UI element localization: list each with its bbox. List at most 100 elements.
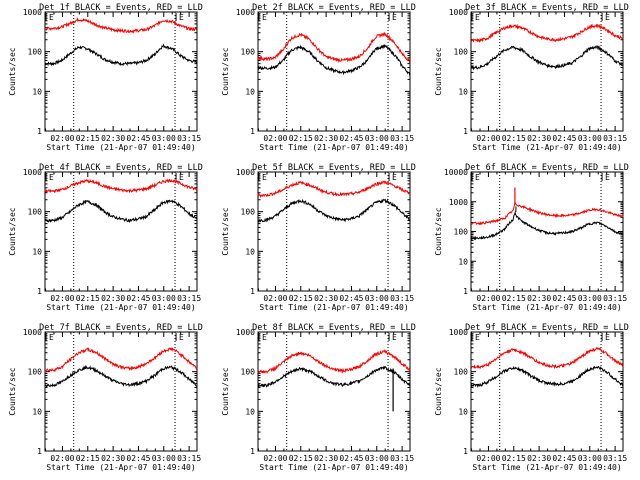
series-line-events [257, 198, 411, 224]
chart-panel-4: Det 4f BLACK = Events, RED = LLD 1 10 100 10… [8, 163, 203, 312]
xtick-label: 03:00 [152, 294, 176, 303]
E-marker-label: E [392, 13, 397, 22]
xtick-label: 03:15 [390, 294, 414, 303]
xtick-label: 02:45 [126, 134, 150, 143]
xtick-label: 02:15 [502, 454, 526, 463]
series-line-events [44, 364, 198, 388]
ytick-label: 10 [245, 247, 255, 256]
ytick-label: 1 [37, 447, 42, 456]
xtick-label: 02:00 [50, 294, 74, 303]
plot-frame [44, 331, 198, 452]
ytick-label: 1 [463, 447, 468, 456]
xtick-label: 02:15 [289, 134, 313, 143]
chart-title: Det 3f BLACK = Events, RED = LLD [465, 3, 629, 13]
xtick-label: 02:15 [502, 134, 526, 143]
plot-frame [470, 11, 624, 132]
chart-panel-2: Det 2f BLACK = Events, RED = LLD 1 10 100 10… [221, 3, 416, 152]
ytick-label: 10 [32, 87, 42, 96]
E-marker-label: E [262, 333, 267, 342]
xtick-label: 03:15 [177, 134, 201, 143]
chart-panel-7: Det 7f BLACK = Events, RED = LLD 1 10 100 10… [8, 323, 203, 472]
xtick-label: 03:00 [152, 454, 176, 463]
ytick-label: 100 [454, 48, 469, 57]
E-marker-label: E [475, 173, 480, 182]
chart-title: Det 9f BLACK = Events, RED = LLD [465, 323, 629, 333]
series-line-events [44, 199, 198, 224]
y-axis-label: Counts/sec [8, 207, 17, 255]
plot-frame [470, 171, 624, 292]
xtick-label: 02:30 [527, 134, 551, 143]
ytick-label: 1 [250, 127, 255, 136]
y-axis-label: Counts/sec [221, 207, 230, 255]
y-axis-label: Counts/sec [221, 367, 230, 415]
ytick-label: 1000 [23, 168, 42, 177]
x-axis-label: Start Time (21-Apr-07 01:49:40) [259, 303, 408, 312]
chart-title: Det 4f BLACK = Events, RED = LLD [39, 163, 203, 173]
ytick-label: 1 [37, 127, 42, 136]
plot-frame [470, 331, 624, 452]
xtick-label: 03:00 [365, 454, 389, 463]
chart-panel-8: Det 8f BLACK = Events, RED = LLD 1 10 100 10… [221, 323, 416, 472]
ytick-label: 100 [28, 48, 43, 57]
xtick-label: 02:30 [101, 454, 125, 463]
xtick-label: 03:00 [152, 134, 176, 143]
ytick-label: 1 [463, 287, 468, 296]
plot-frame [44, 171, 198, 292]
xtick-label: 02:45 [552, 134, 576, 143]
xtick-label: 03:15 [603, 294, 627, 303]
xtick-label: 02:45 [339, 454, 363, 463]
xtick-label: 02:00 [50, 134, 74, 143]
xtick-label: 02:00 [476, 294, 500, 303]
xtick-label: 03:15 [177, 294, 201, 303]
ytick-label: 1000 [23, 8, 42, 17]
plot-frame [257, 331, 411, 452]
ytick-label: 10 [245, 87, 255, 96]
xtick-label: 02:30 [314, 134, 338, 143]
series-line-lld [470, 23, 624, 43]
ytick-label: 10 [458, 87, 468, 96]
ytick-label: 100 [241, 208, 256, 217]
xtick-label: 02:00 [263, 454, 287, 463]
E-marker-label: E [262, 13, 267, 22]
E-marker-label: E [49, 13, 54, 22]
series-line-lld [257, 349, 411, 375]
x-axis-label: Start Time (21-Apr-07 01:49:40) [472, 463, 621, 472]
xtick-label: 02:15 [76, 134, 100, 143]
xtick-label: 02:30 [314, 294, 338, 303]
x-axis-label: Start Time (21-Apr-07 01:49:40) [259, 143, 408, 152]
series-line-lld [44, 17, 198, 34]
xtick-label: 03:00 [578, 454, 602, 463]
chart-title: Det 2f BLACK = Events, RED = LLD [252, 3, 416, 13]
xtick-label: 02:45 [339, 294, 363, 303]
ytick-label: 10000 [444, 168, 468, 177]
xtick-label: 02:00 [476, 454, 500, 463]
E-marker-label: E [179, 13, 184, 22]
chart-panel-3: Det 3f BLACK = Events, RED = LLD 1 10 100 10… [434, 3, 629, 152]
y-axis-label: Counts/sec [434, 207, 443, 255]
x-axis-label: Start Time (21-Apr-07 01:49:40) [46, 463, 195, 472]
xtick-label: 03:00 [365, 134, 389, 143]
E-marker-label: E [605, 333, 610, 342]
series-line-lld [257, 180, 411, 199]
x-axis-label: Start Time (21-Apr-07 01:49:40) [46, 303, 195, 312]
ytick-label: 1000 [449, 198, 468, 207]
E-marker-label: E [179, 333, 184, 342]
xtick-label: 02:45 [339, 134, 363, 143]
xtick-label: 02:15 [289, 454, 313, 463]
series-line-events [257, 365, 411, 389]
xtick-label: 02:30 [314, 454, 338, 463]
xtick-label: 03:00 [578, 134, 602, 143]
series-line-lld [257, 32, 411, 64]
ytick-label: 1000 [236, 168, 255, 177]
E-marker-label: E [262, 173, 267, 182]
y-axis-label: Counts/sec [8, 367, 17, 415]
ytick-label: 100 [28, 368, 43, 377]
series-line-events [470, 210, 624, 241]
ytick-label: 10 [458, 407, 468, 416]
series-line-lld [470, 200, 624, 226]
plot-frame [44, 11, 198, 132]
xtick-label: 02:45 [552, 294, 576, 303]
series-line-lld [470, 346, 624, 370]
ytick-label: 1 [463, 127, 468, 136]
